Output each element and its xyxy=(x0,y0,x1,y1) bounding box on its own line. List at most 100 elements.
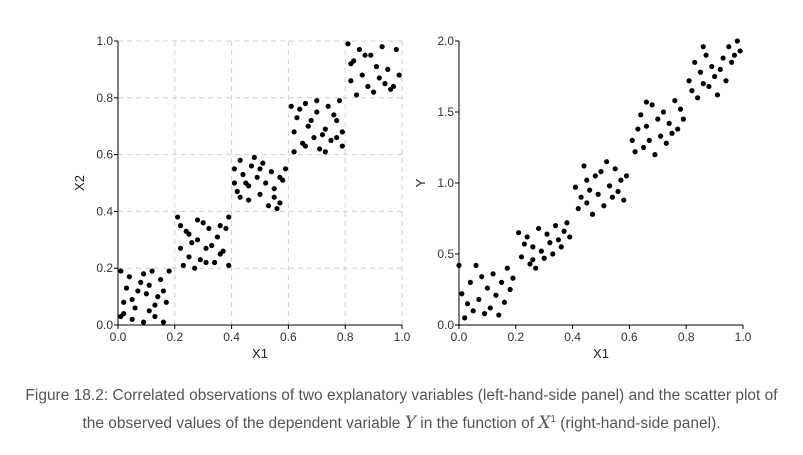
scatter-point xyxy=(731,52,738,58)
x-tick-label: 0.8 xyxy=(337,330,354,344)
scatter-point xyxy=(663,140,669,146)
scatter-point xyxy=(518,254,525,260)
scatter-point xyxy=(160,288,167,294)
scatter-point xyxy=(146,282,152,288)
scatter-point xyxy=(319,132,326,138)
scatter-point xyxy=(601,203,607,209)
scatter-point xyxy=(138,279,144,285)
scatter-point xyxy=(291,149,297,155)
scatter-point xyxy=(669,130,675,136)
scatter-point xyxy=(598,169,604,175)
x-tick-label: 0.2 xyxy=(166,330,183,344)
scatter-point xyxy=(371,89,377,95)
scatter-point xyxy=(623,173,630,179)
scatter-point xyxy=(481,311,488,317)
scatter-point xyxy=(510,275,516,281)
scatter-point xyxy=(476,296,482,303)
scatter-point xyxy=(129,316,135,322)
scatter-point xyxy=(288,103,294,109)
y-axis-title: Y xyxy=(413,178,428,187)
scatter-point xyxy=(186,254,192,260)
scatter-point xyxy=(552,223,559,229)
scatter-point xyxy=(658,133,664,139)
scatter-point xyxy=(339,143,345,149)
scatter-point xyxy=(143,291,149,297)
scatter-point xyxy=(723,78,729,84)
scatter-point xyxy=(643,123,650,129)
scatter-point xyxy=(666,120,672,126)
scatter-point xyxy=(496,312,502,318)
scatter-point xyxy=(237,157,243,163)
scatter-point xyxy=(356,46,362,53)
scatter-point xyxy=(689,88,695,94)
x-tick-label: 1.0 xyxy=(394,330,411,344)
scatter-point xyxy=(550,251,556,257)
scatter-point xyxy=(146,308,152,314)
x-tick-label: 0.2 xyxy=(507,330,524,344)
scatter-point xyxy=(194,237,201,243)
scatter-point xyxy=(567,234,573,240)
scatter-point xyxy=(155,294,161,300)
scatter-point xyxy=(479,274,485,280)
scatter-point xyxy=(200,220,206,226)
scatter-point xyxy=(612,166,618,172)
scatter-point xyxy=(538,248,544,254)
scatter-point xyxy=(535,225,542,232)
y-tick-label: 0.8 xyxy=(96,91,113,105)
scatter-point xyxy=(638,112,644,118)
scatter-point xyxy=(467,279,473,285)
scatter-point xyxy=(578,194,584,200)
scatter-point xyxy=(561,228,567,234)
scatter-point xyxy=(223,225,229,232)
scatter-point xyxy=(322,149,328,155)
scatter-point xyxy=(621,197,627,203)
scatter-point xyxy=(271,194,277,200)
scatter-point xyxy=(615,188,621,195)
scatter-point xyxy=(186,231,192,237)
y-axis-title: X2 xyxy=(72,175,87,191)
scatter-point xyxy=(530,244,536,250)
scatter-point xyxy=(606,183,613,189)
scatter-point xyxy=(129,296,135,303)
scatter-point xyxy=(672,98,678,104)
scatter-point xyxy=(680,116,686,122)
scatter-point xyxy=(334,134,340,141)
scatter-point xyxy=(246,183,252,189)
scatter-point xyxy=(237,194,243,200)
scatter-point xyxy=(703,52,709,58)
scatter-point xyxy=(308,117,314,124)
scatter-point xyxy=(365,83,371,90)
scatter-point xyxy=(268,169,274,175)
scatter-point xyxy=(203,259,209,266)
scatter-point xyxy=(717,66,723,72)
scatter-point xyxy=(726,44,732,50)
x-tick-label: 0.6 xyxy=(621,330,638,344)
x-tick-label: 0.4 xyxy=(223,330,240,344)
scatter-point xyxy=(473,262,479,268)
scatter-point xyxy=(231,166,238,172)
scatter-point xyxy=(203,245,209,251)
scatter-point xyxy=(339,129,345,135)
scatter-point xyxy=(641,144,647,151)
y-tick-label: 0.5 xyxy=(437,247,454,261)
scatter-point xyxy=(192,265,198,271)
scatter-point xyxy=(734,38,740,44)
scatter-point xyxy=(572,184,579,190)
scatter-point xyxy=(152,313,158,320)
x-tick-label: 0.8 xyxy=(678,330,695,344)
scatter-point xyxy=(197,257,203,263)
scatter-point xyxy=(390,83,397,90)
scatter-point xyxy=(385,66,391,72)
figure-caption: Figure 18.2: Correlated observations of … xyxy=(20,384,783,436)
scatter-point xyxy=(649,102,655,108)
scatter-point xyxy=(209,242,215,249)
x-tick-label: 0.4 xyxy=(564,330,581,344)
scatter-point xyxy=(629,137,635,143)
scatter-point xyxy=(305,123,311,129)
scatter-point xyxy=(345,41,351,47)
scatter-point xyxy=(595,191,601,197)
scatter-point xyxy=(555,237,562,243)
scatter-point xyxy=(694,95,701,101)
figure: 0.0 0.2 0.4 0.6 0.8 1.0 0.0 0.2 0.4 0.6 0.8 1.0 X1 X2… xyxy=(72,34,752,360)
y-tick-label: 0.0 xyxy=(437,318,454,332)
